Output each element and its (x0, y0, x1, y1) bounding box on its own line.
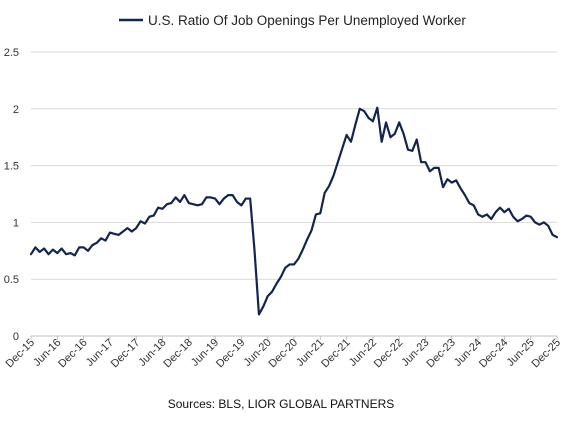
x-tick-label: Dec-21 (319, 337, 353, 371)
y-tick-label: 1 (13, 217, 19, 229)
gridlines (31, 51, 557, 280)
legend: U.S. Ratio Of Job Openings Per Unemploye… (119, 13, 466, 28)
y-tick-label: 0 (13, 331, 19, 343)
x-axis-tick-marks (30, 336, 558, 340)
source-note: Sources: BLS, LIOR GLOBAL PARTNERS (168, 397, 395, 411)
y-tick-label: 2 (13, 104, 19, 116)
x-tick-label: Dec-24 (477, 337, 511, 371)
x-tick-label: Dec-23 (424, 337, 458, 371)
legend-label: U.S. Ratio Of Job Openings Per Unemploye… (148, 13, 466, 28)
series-line-job-openings-ratio (29, 106, 559, 316)
x-tick-label: Dec-17 (109, 337, 143, 371)
x-axis-tick-labels: Dec-15Jun-16Dec-16Jun-17Dec-17Jun-18Dec-… (4, 337, 564, 371)
x-tick-label: Dec-22 (372, 337, 406, 371)
x-tick-label: Dec-18 (161, 337, 195, 371)
y-axis-tick-labels: 0 0.5 1 1.5 2 2.5 (4, 47, 19, 343)
y-tick-label: 0.5 (4, 274, 19, 286)
x-tick-label: Dec-20 (267, 337, 301, 371)
x-tick-label: Dec-19 (214, 337, 248, 371)
y-tick-label: 2.5 (4, 47, 19, 59)
x-tick-label: Dec-16 (56, 337, 90, 371)
x-tick-label: Dec-25 (530, 337, 564, 371)
x-tick-label: Dec-15 (4, 337, 38, 371)
y-tick-label: 1.5 (4, 161, 19, 173)
